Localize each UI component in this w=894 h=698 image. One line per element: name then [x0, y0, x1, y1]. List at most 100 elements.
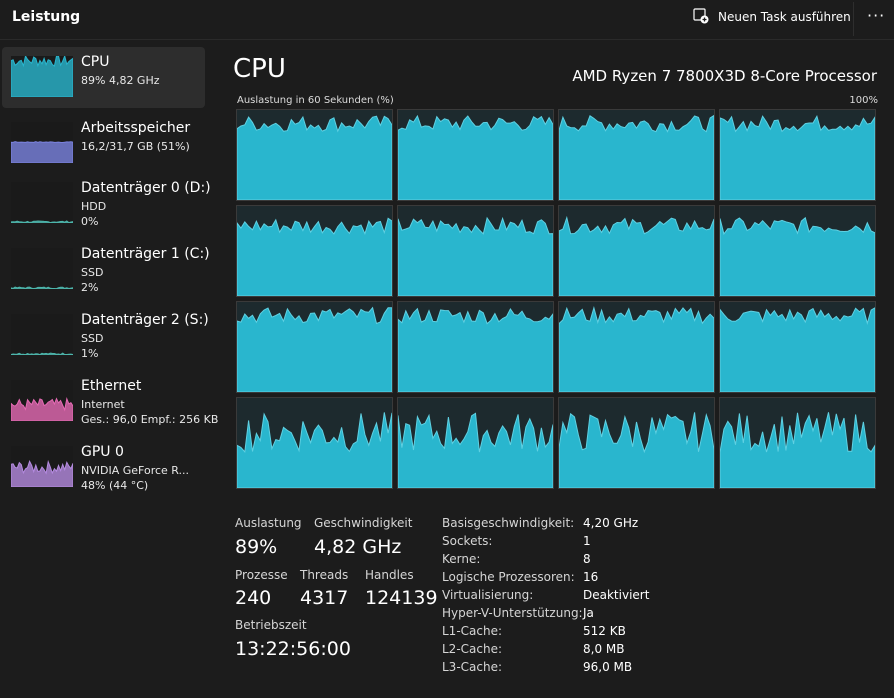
page-title: Leistung	[12, 9, 81, 25]
processor-graph-svg	[720, 307, 875, 392]
sidebar-item-gpu-0[interactable]: GPU 0 NVIDIA GeForce R... 48% (44 °C)	[2, 437, 205, 498]
new-task-icon	[693, 7, 709, 27]
logical-processor-graph	[397, 397, 554, 489]
sidebar-item-title: Datenträger 0 (D:)	[81, 180, 211, 196]
title-bar: Leistung Neuen Task ausführen ···	[0, 0, 894, 40]
sidebar-item-title: Datenträger 1 (C:)	[81, 246, 210, 262]
threads-label: Threads	[300, 568, 349, 582]
thumbnail-area	[11, 56, 73, 97]
info-label: Sockets:	[442, 534, 493, 548]
sidebar-item-title: Arbeitsspeicher	[81, 120, 191, 136]
processor-graph-svg	[559, 215, 714, 296]
thumbnail-area	[11, 220, 73, 223]
disk-0-thumbnail-graph	[11, 182, 73, 223]
sidebar-item-detail: NVIDIA GeForce R...	[81, 464, 190, 477]
sidebar-item-disk-2[interactable]: Datenträger 2 (S:) SSD 1%	[2, 305, 209, 366]
handles-value: 124139	[365, 587, 438, 609]
info-value: 16	[583, 570, 599, 584]
thumbnail-svg	[11, 56, 73, 97]
logical-processor-graph	[236, 301, 393, 393]
thumbnail-area	[11, 352, 73, 355]
thumbnail-svg	[11, 220, 73, 223]
logical-processor-graph	[397, 205, 554, 297]
thumbnail-area	[11, 459, 73, 487]
uptime-value: 13:22:56:00	[235, 638, 351, 660]
processor-graph-svg	[398, 114, 553, 200]
processor-graph-svg	[559, 305, 714, 392]
thumbnail-area	[11, 141, 73, 163]
processor-utilization-area	[559, 215, 714, 296]
logical-processor-graph	[719, 397, 876, 489]
header-divider	[853, 2, 854, 36]
processor-utilization-area	[398, 114, 553, 200]
logical-processor-graph	[558, 109, 715, 201]
processor-utilization-area	[559, 114, 714, 200]
speed-value: 4,82 GHz	[314, 536, 402, 558]
thumbnail-svg	[11, 141, 73, 163]
sidebar-item-disk-1[interactable]: Datenträger 1 (C:) SSD 2%	[2, 239, 210, 300]
logical-processor-graph	[236, 109, 393, 201]
speed-label: Geschwindigkeit	[314, 516, 413, 530]
info-value: 96,0 MB	[583, 660, 633, 674]
info-value: 8,0 MB	[583, 642, 625, 656]
sidebar-item-detail: HDD	[81, 200, 107, 213]
thumbnail-svg	[11, 397, 73, 421]
logical-processor-graph	[558, 205, 715, 297]
info-value: 1	[583, 534, 591, 548]
thumbnail-area	[11, 286, 73, 289]
processor-utilization-area	[398, 412, 553, 488]
sidebar-item-title: CPU	[81, 54, 110, 70]
new-task-button[interactable]: Neuen Task ausführen	[693, 6, 851, 28]
sidebar-item-ethernet[interactable]: Ethernet Internet Ges.: 96,0 Empf.: 256 …	[2, 371, 218, 432]
sidebar-item-detail: SSD	[81, 332, 104, 345]
gpu-0-thumbnail-graph	[11, 446, 73, 487]
logical-processor-graph	[397, 109, 554, 201]
memory-thumbnail-graph	[11, 122, 73, 163]
logical-processor-graphs	[236, 109, 878, 492]
utilization-label: Auslastung	[235, 516, 302, 530]
processor-graph-svg	[237, 306, 392, 392]
more-options-button[interactable]: ···	[867, 6, 886, 25]
processor-utilization-area	[720, 115, 875, 200]
processor-utilization-area	[559, 305, 714, 392]
info-label: Logische Prozessoren:	[442, 570, 575, 584]
ethernet-thumbnail-graph	[11, 380, 73, 421]
logical-processor-graph	[719, 301, 876, 393]
graph-caption: Auslastung in 60 Sekunden (%)	[237, 95, 394, 106]
processor-utilization-area	[237, 306, 392, 392]
info-label: Hyper-V-Unterstützung:	[442, 606, 583, 620]
new-task-label: Neuen Task ausführen	[718, 10, 851, 24]
sidebar-item-disk-0[interactable]: Datenträger 0 (D:) HDD 0%	[2, 173, 211, 234]
sidebar-item-detail: SSD	[81, 266, 104, 279]
logical-processor-graph	[719, 205, 876, 297]
thumbnail-svg	[11, 352, 73, 355]
processor-utilization-area	[237, 217, 392, 296]
processor-graph-svg	[398, 307, 553, 392]
logical-processor-graph	[236, 397, 393, 489]
info-label: L3-Cache:	[442, 660, 503, 674]
sidebar-item-cpu[interactable]: CPU 89% 4,82 GHz	[2, 47, 205, 108]
info-label: Virtualisierung:	[442, 588, 534, 602]
thumbnail-area	[11, 397, 73, 421]
processor-graph-svg	[559, 114, 714, 200]
sidebar-item-detail: 16,2/31,7 GB (51%)	[81, 140, 190, 153]
processes-value: 240	[235, 587, 272, 609]
info-value: 8	[583, 552, 591, 566]
info-value: 512 KB	[583, 624, 626, 638]
sidebar-item-detail: 0%	[81, 215, 99, 228]
handles-label: Handles	[365, 568, 414, 582]
info-label: Basisgeschwindigkeit:	[442, 516, 575, 530]
processor-graph-svg	[559, 412, 714, 488]
processor-graph-svg	[398, 412, 553, 488]
processor-utilization-area	[720, 412, 875, 488]
disk-2-thumbnail-graph	[11, 314, 73, 355]
sidebar-item-detail: 1%	[81, 347, 99, 360]
logical-processor-graph	[236, 205, 393, 297]
info-label: L2-Cache:	[442, 642, 503, 656]
sidebar-item-memory[interactable]: Arbeitsspeicher 16,2/31,7 GB (51%)	[2, 113, 205, 174]
processor-graph-svg	[720, 216, 875, 296]
sidebar-item-detail: 2%	[81, 281, 99, 294]
processor-graph-svg	[398, 216, 553, 296]
info-value: 4,20 GHz	[583, 516, 639, 530]
cpu-thumbnail-graph	[11, 56, 73, 97]
